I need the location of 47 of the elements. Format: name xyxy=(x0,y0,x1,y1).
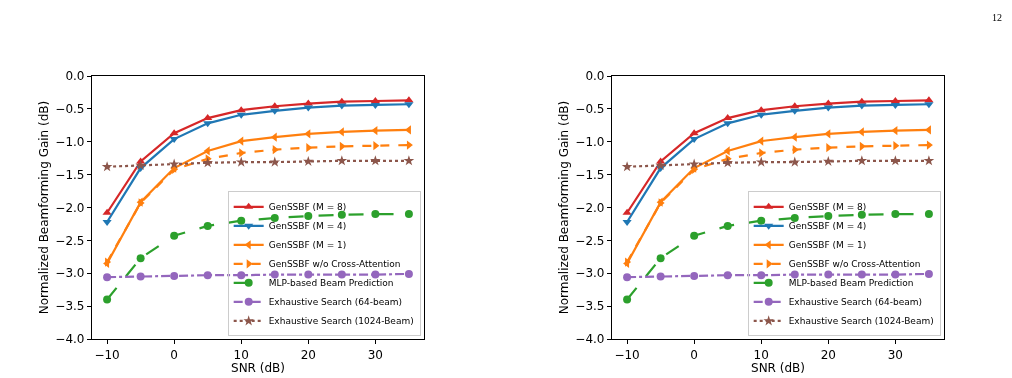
y-tick-label: −2.5 xyxy=(55,233,85,248)
y-tick-label: 0.0 xyxy=(585,69,605,84)
x-tick-label: 30 xyxy=(887,347,904,362)
legend-label: GenSSBF (M = 4) xyxy=(788,221,867,232)
y-tick-label: −3.0 xyxy=(55,266,85,281)
x-tick-label: 10 xyxy=(233,347,249,362)
legend-label: GenSSBF w/o Cross-Attention xyxy=(268,259,401,270)
y-tick-label: −1.5 xyxy=(575,167,605,182)
x-tick-label: 10 xyxy=(753,347,769,362)
y-tick-label: −2.5 xyxy=(575,233,605,248)
y-tick-label: −4.0 xyxy=(55,332,85,347)
legend-label: GenSSBF w/o Cross-Attention xyxy=(788,259,921,270)
legend-label: GenSSBF (M = 8) xyxy=(788,202,867,213)
legend-label: GenSSBF (M = 4) xyxy=(268,221,347,232)
x-tick-label: 20 xyxy=(820,347,836,362)
y-tick-label: 0.0 xyxy=(65,69,85,84)
legend-label: Exhaustive Search (1024-Beam) xyxy=(788,316,934,327)
y-tick-label: −2.0 xyxy=(575,200,605,215)
y-tick-label: −4.0 xyxy=(575,332,605,347)
y-tick-label: −2.0 xyxy=(55,200,85,215)
x-tick-label: −10 xyxy=(94,347,120,362)
x-tick-label: 0 xyxy=(690,347,698,362)
legend-label: Exhaustive Search (1024-Beam) xyxy=(268,316,414,327)
legend-label: GenSSBF (M = 1) xyxy=(788,240,867,251)
text: 12 xyxy=(992,12,1002,23)
x-tick-label: 30 xyxy=(367,347,384,362)
y-tick-label: −3.5 xyxy=(575,299,605,314)
y-tick-label: −3.0 xyxy=(575,266,605,281)
y-tick-label: −3.5 xyxy=(55,299,85,314)
x-tick-label: 20 xyxy=(300,347,316,362)
y-tick-label: −1.0 xyxy=(55,134,85,149)
legend-label: GenSSBF (M = 1) xyxy=(268,240,347,251)
x-tick-label: 0 xyxy=(170,347,178,362)
x-tick-label: −10 xyxy=(614,347,640,362)
y-axis-title: Normalized Beamforming Gain (dB) xyxy=(36,100,51,315)
x-axis-title: SNR (dB) xyxy=(751,361,805,376)
y-axis-title: Normalized Beamforming Gain (dB) xyxy=(556,100,571,315)
y-tick-label: −1.0 xyxy=(575,134,605,149)
x-axis-title: SNR (dB) xyxy=(231,361,285,376)
legend-label: MLP-based Beam Prediction xyxy=(788,278,914,289)
legend-label: Exhaustive Search (64-beam) xyxy=(268,297,403,308)
y-tick-label: −0.5 xyxy=(575,102,605,117)
legend-label: MLP-based Beam Prediction xyxy=(268,278,394,289)
y-tick-label: −1.5 xyxy=(55,167,85,182)
legend-label: GenSSBF (M = 8) xyxy=(268,202,347,213)
y-tick-label: −0.5 xyxy=(55,102,85,117)
legend-label: Exhaustive Search (64-beam) xyxy=(788,297,923,308)
